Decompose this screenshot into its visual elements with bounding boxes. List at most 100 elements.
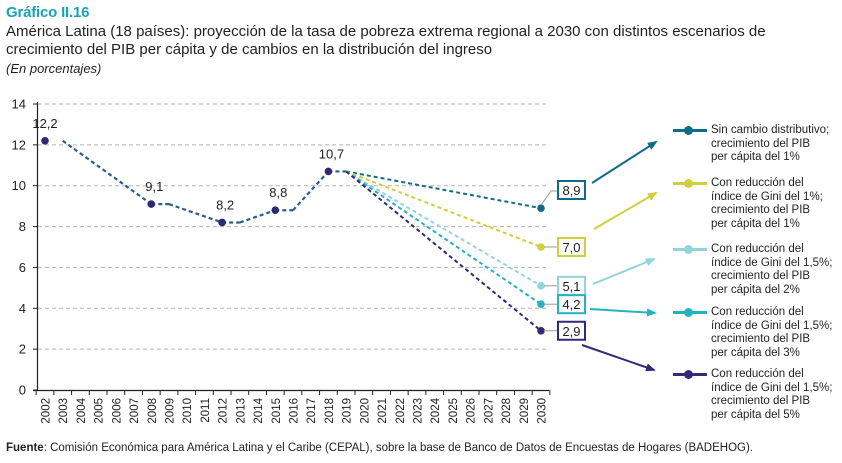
y-tick-label: 2 — [19, 342, 26, 357]
x-tick-label: 2021 — [377, 398, 389, 424]
legend-arrow — [581, 344, 656, 372]
historical-point — [218, 218, 226, 227]
end-label-box — [557, 320, 586, 341]
x-tick-label: 2013 — [235, 398, 247, 424]
chart-title: América Latina (18 países): proyección d… — [6, 23, 766, 58]
projection-line — [345, 170, 542, 287]
legend-arrows — [581, 140, 658, 372]
x-axis-ticks: 2002 2003 2004 2005 2006 2007 2008 2009 2010 2011… — [35, 390, 551, 424]
end-label-box — [557, 237, 586, 257]
historical-data-label: 9,1 — [145, 179, 163, 194]
x-tick-label: 2011 — [200, 398, 212, 423]
x-tick-label: 2026 — [466, 398, 478, 424]
x-tick-label: 2030 — [537, 398, 549, 424]
x-tick-label: 2024 — [430, 397, 442, 423]
x-tick-label: 2012 — [218, 398, 230, 424]
x-tick-label: 2009 — [165, 398, 177, 424]
x-tick-label: 2014 — [253, 397, 265, 423]
legend-arrow — [593, 191, 658, 230]
x-tick-label: 2023 — [413, 398, 425, 424]
projection-line — [345, 170, 542, 306]
legend-arrow — [591, 140, 658, 184]
x-tick-label: 2005 — [94, 398, 106, 424]
y-tick-label: 8 — [19, 219, 26, 234]
historical-point — [271, 206, 280, 215]
x-tick-label: 2004 — [76, 397, 88, 423]
historical-data-label: 8,2 — [216, 197, 234, 212]
legend-label: Con reducción del índice de Gini del 1,5… — [711, 243, 833, 296]
historical-data-label: 12,2 — [32, 116, 57, 131]
projection-end-point — [537, 326, 545, 335]
x-tick-label: 2007 — [129, 398, 141, 424]
end-label-value: 5,1 — [562, 279, 580, 294]
legend-marker-icon — [684, 179, 693, 188]
historical-line-segment — [239, 209, 276, 224]
x-tick-label: 2022 — [395, 398, 407, 424]
legend-marker-icon — [684, 126, 693, 135]
end-label-value: 8,9 — [562, 183, 580, 198]
x-tick-label: 2020 — [359, 398, 371, 424]
historical-line-segment — [292, 170, 330, 211]
y-tick-label: 0 — [19, 383, 26, 398]
legend-label: Con reducción del índice de Gini del 1,5… — [711, 368, 833, 421]
legend-arrow — [589, 308, 657, 317]
y-tick-label: 12 — [12, 137, 26, 152]
historical-point — [324, 167, 333, 176]
end-label-value: 2,9 — [562, 324, 580, 339]
source-note: Fuente: Comisión Económica para América … — [6, 442, 753, 454]
axes — [33, 102, 549, 392]
historical-line-segment — [168, 203, 223, 224]
x-tick-label: 2017 — [306, 398, 318, 424]
projection-end-labels: 8,9 7,0 5,1 4,2 2,9 — [540, 180, 586, 341]
legend-marker-icon — [684, 308, 693, 317]
y-tick-label: 14 — [12, 97, 26, 112]
y-tick-label: 4 — [19, 301, 26, 316]
x-tick-label: 2029 — [519, 398, 531, 424]
historical-point — [41, 136, 49, 145]
legend-label: Con reducción del índice de Gini del 1%;… — [711, 177, 823, 230]
projection-line — [345, 170, 542, 210]
x-tick-label: 2002 — [41, 398, 53, 424]
legend-label: Con reducción del índice de Gini del 1,5… — [711, 306, 833, 359]
projection-line — [345, 170, 542, 332]
x-tick-label: 2008 — [147, 398, 159, 424]
y-tick-label: 6 — [19, 260, 26, 275]
projection-end-point — [537, 243, 545, 251]
x-tick-label: 2027 — [483, 398, 495, 424]
x-tick-label: 2016 — [289, 398, 301, 424]
y-axis-ticks: 0 2 4 6 8 10 12 14 — [12, 97, 38, 398]
legend-marker-icon — [684, 245, 693, 254]
legend-marker-icon — [684, 370, 693, 379]
y-tick-label: 10 — [12, 178, 26, 193]
legend-arrow — [592, 258, 656, 285]
historical-data-label: 10,7 — [319, 146, 344, 161]
projection-end-point — [537, 204, 545, 212]
historical-point — [147, 200, 156, 208]
source-label: Fuente — [6, 442, 44, 454]
projection-series — [345, 170, 545, 335]
gridlines — [38, 103, 548, 350]
x-tick-label: 2010 — [182, 398, 194, 424]
end-label-box — [557, 180, 586, 200]
x-tick-label: 2015 — [271, 398, 283, 424]
x-tick-label: 2018 — [324, 398, 336, 424]
historical-data-label: 8,8 — [269, 185, 287, 200]
historical-line-segment — [62, 139, 152, 205]
source-text: : Comisión Económica para América Latina… — [43, 442, 753, 454]
end-label-connector — [540, 190, 558, 206]
legend-label: Sin cambio distributivo; crecimiento del… — [711, 124, 830, 163]
historical-series: 12,2 9,1 8,2 8,8 10,7 — [32, 116, 347, 227]
x-tick-label: 2025 — [448, 398, 460, 424]
chart-subtitle: (En porcentajes) — [6, 61, 102, 76]
projection-line — [345, 170, 542, 248]
x-tick-label: 2028 — [501, 398, 513, 424]
projection-end-point — [537, 282, 545, 290]
x-tick-label: 2019 — [342, 398, 354, 424]
x-tick-label: 2006 — [111, 398, 123, 424]
end-label-box — [557, 294, 586, 315]
projection-end-point — [537, 300, 545, 309]
figure-number: Gráfico II.16 — [6, 4, 90, 21]
end-label-value: 7,0 — [562, 240, 580, 255]
end-label-value: 4,2 — [562, 297, 580, 312]
